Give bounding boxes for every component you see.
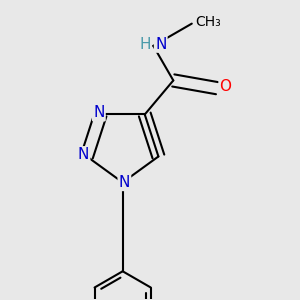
Text: N: N	[93, 105, 105, 120]
Text: N: N	[155, 37, 166, 52]
Text: N: N	[119, 175, 130, 190]
Text: CH₃: CH₃	[195, 15, 221, 29]
Text: N: N	[78, 147, 89, 162]
Text: H: H	[139, 37, 151, 52]
Text: O: O	[220, 79, 232, 94]
